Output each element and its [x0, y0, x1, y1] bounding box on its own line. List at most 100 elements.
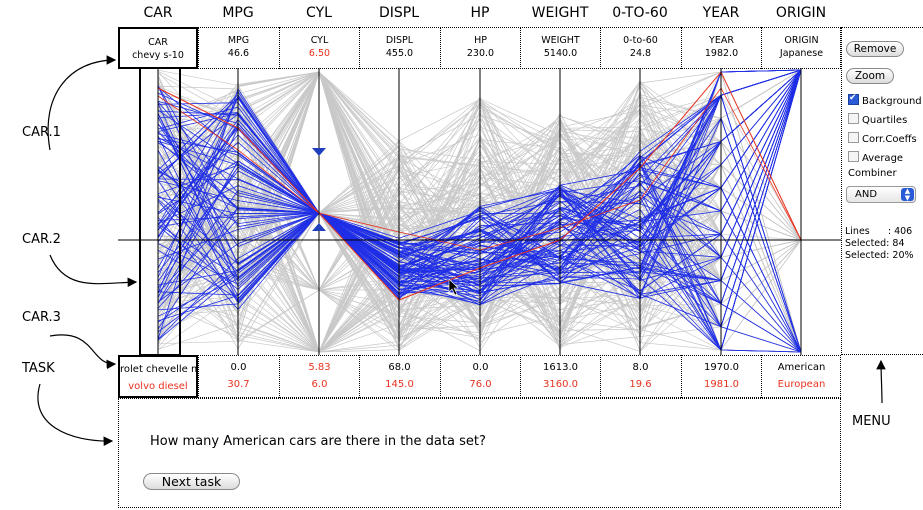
top-cell-value: Japanese	[779, 48, 824, 59]
task-arrow	[37, 383, 114, 446]
background-checkbox[interactable]	[848, 92, 859, 105]
combiner-select[interactable]: AND ▲ ▼	[846, 186, 916, 203]
top-cell-name: CAR	[148, 37, 168, 48]
bottom-cell-max: 1981.0	[704, 379, 739, 390]
top-cell-name: DISPL	[385, 35, 414, 46]
checkbox-label: Quartiles	[862, 115, 908, 126]
top-cell-mpg[interactable]: MPG 46.6	[198, 27, 278, 69]
bottom-cell-min: 5.83	[308, 362, 331, 373]
annotation-car3: CAR.3	[22, 310, 61, 325]
top-cell-displ[interactable]: DISPL 455.0	[359, 27, 439, 69]
corr-coeffs-checkbox[interactable]	[848, 132, 859, 143]
task-panel	[118, 398, 841, 508]
selected-count: Selected: 84	[845, 238, 905, 249]
bottom-cell-car[interactable]: rolet chevelle m volvo diesel	[118, 355, 198, 398]
top-cell-name: 0-to-60	[623, 35, 658, 46]
axis-header-car[interactable]: CAR	[143, 5, 173, 21]
annotation-car1: CAR.1	[22, 125, 61, 140]
car2-arrow	[49, 254, 138, 288]
stats-panel: Lines : 406 Selected: 84 Selected: 20%	[845, 226, 914, 262]
bottom-cell-max: 30.7	[227, 379, 250, 390]
top-cell-value: 24.8	[629, 48, 652, 59]
annotation-car2: CAR.2	[22, 232, 61, 247]
bottom-cell-min: 0.0	[472, 362, 489, 373]
top-cell-name: MPG	[227, 35, 250, 46]
top-cell-hp[interactable]: HP 230.0	[440, 27, 520, 69]
task-question: How many American cars are there in the …	[150, 434, 486, 449]
top-cell-year[interactable]: YEAR 1982.0	[681, 27, 761, 69]
top-cell-name: WEIGHT	[541, 35, 580, 46]
bottom-cell-mpg[interactable]: 0.0 30.7	[198, 355, 278, 398]
average-checkbox-row[interactable]: Average	[848, 151, 903, 165]
top-cell-name: ORIGIN	[784, 35, 819, 46]
remove-button[interactable]: Remove	[846, 41, 904, 57]
top-cell-0-to-60[interactable]: 0-to-60 24.8	[600, 27, 680, 69]
axis-header-displ[interactable]: DISPL	[378, 5, 420, 21]
chevron-up-down-icon[interactable]: ▲ ▼	[901, 188, 914, 201]
top-cell-name: YEAR	[709, 35, 734, 46]
car1-arrow	[47, 55, 117, 151]
axis-header-mpg[interactable]: MPG	[222, 5, 254, 21]
top-cell-value: 6.50	[308, 48, 331, 59]
bottom-cell-min: American	[777, 362, 826, 373]
cyl-brush-bottom-handle-icon[interactable]	[312, 223, 326, 231]
combiner-label: Combiner	[848, 168, 897, 179]
bottom-cell-min: 8.0	[632, 362, 649, 373]
bottom-cell-min: rolet chevelle m	[120, 364, 198, 375]
checkbox-label: Background	[862, 96, 922, 107]
annotation-task: TASK	[22, 361, 55, 376]
top-cell-value: 455.0	[385, 48, 414, 59]
bottom-cell-max: 3160.0	[543, 379, 578, 390]
top-cell-value: chevy s-10	[132, 50, 184, 61]
next-task-button[interactable]: Next task	[143, 473, 240, 490]
axis-header-hp[interactable]: HP	[470, 5, 490, 21]
top-cell-cyl[interactable]: CYL 6.50	[279, 27, 359, 69]
bottom-cell-max: European	[777, 379, 826, 390]
axis-header-year[interactable]: YEAR	[702, 5, 740, 21]
lines-count: Lines : 406	[845, 226, 913, 237]
top-cell-value: 5140.0	[543, 48, 578, 59]
bottom-cell-origin[interactable]: American European	[761, 355, 841, 398]
axis-header-cyl[interactable]: CYL	[306, 5, 332, 21]
quartiles-checkbox[interactable]	[848, 113, 859, 124]
top-cell-value: 230.0	[466, 48, 495, 59]
menu-panel	[841, 27, 923, 355]
top-cell-weight[interactable]: WEIGHT 5140.0	[520, 27, 600, 69]
car3-arrow	[49, 334, 117, 370]
bottom-cell-max: 145.0	[385, 379, 414, 390]
mouse-cursor-icon	[448, 278, 459, 296]
menu-arrow	[876, 359, 886, 404]
corr-coeffs-checkbox-row[interactable]: Corr.Coeffs	[848, 132, 917, 146]
top-cell-value: 46.6	[227, 48, 250, 59]
top-cell-value: 1982.0	[704, 48, 739, 59]
bottom-cell-min: 68.0	[388, 362, 411, 373]
bottom-cell-max: 19.6	[629, 379, 652, 390]
top-cell-car[interactable]: CAR chevy s-10	[118, 27, 198, 69]
bottom-cell-min: 1613.0	[543, 362, 578, 373]
bottom-cell-hp[interactable]: 0.0 76.0	[440, 355, 520, 398]
top-cell-name: CYL	[310, 35, 329, 46]
top-cell-name: HP	[474, 35, 487, 46]
annotation-menu: MENU	[852, 414, 891, 429]
cyl-brush-top-handle-icon[interactable]	[312, 148, 326, 156]
bottom-cell-0-to-60[interactable]: 8.0 19.6	[600, 355, 680, 398]
background-checkbox-row[interactable]: Background	[848, 92, 922, 108]
axis-header-0-to-60[interactable]: 0-TO-60	[612, 5, 668, 21]
bottom-cell-min: 1970.0	[704, 362, 739, 373]
bottom-cell-min: 0.0	[230, 362, 247, 373]
bottom-cell-cyl[interactable]: 5.83 6.0	[279, 355, 359, 398]
bottom-cell-year[interactable]: 1970.0 1981.0	[681, 355, 761, 398]
bottom-cell-max: 76.0	[469, 379, 492, 390]
axis-header-weight[interactable]: WEIGHT	[531, 5, 589, 21]
axis-header-origin[interactable]: ORIGIN	[775, 5, 827, 21]
bottom-cell-max: 6.0	[311, 379, 328, 390]
checkbox-label: Corr.Coeffs	[862, 134, 917, 145]
bottom-cell-weight[interactable]: 1613.0 3160.0	[520, 355, 600, 398]
bottom-cell-displ[interactable]: 68.0 145.0	[359, 355, 439, 398]
combiner-value: AND	[855, 189, 878, 200]
quartiles-checkbox-row[interactable]: Quartiles	[848, 113, 907, 127]
top-cell-origin[interactable]: ORIGIN Japanese	[761, 27, 841, 69]
average-checkbox[interactable]	[848, 151, 859, 162]
zoom-button[interactable]: Zoom	[846, 68, 894, 84]
